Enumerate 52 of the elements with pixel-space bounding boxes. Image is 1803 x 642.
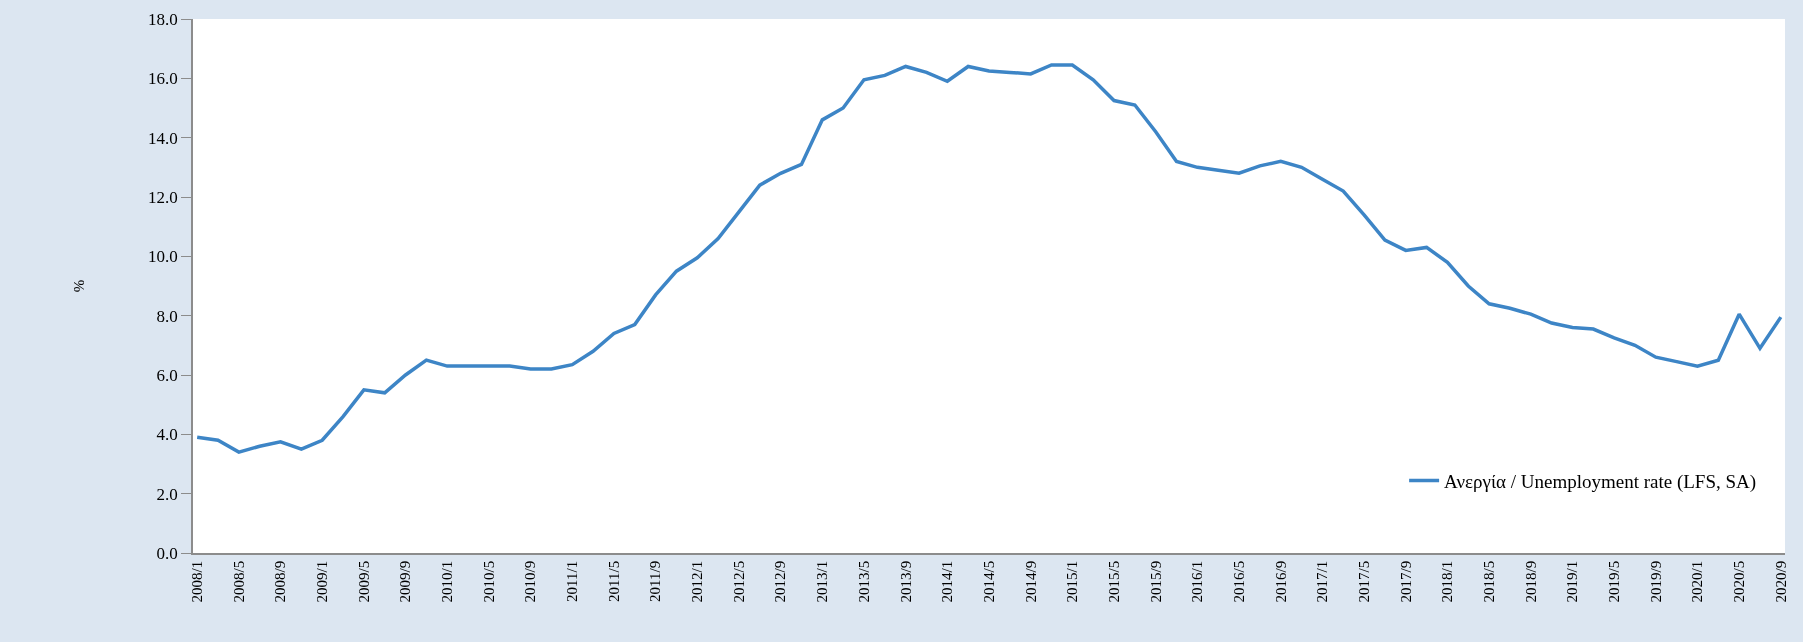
y-tick-label: 12.0 <box>148 187 178 207</box>
x-tick-label: 2014/9 <box>1022 560 1039 603</box>
x-tick-label: 2020/9 <box>1772 560 1789 603</box>
x-tick-label: 2018/1 <box>1439 560 1456 603</box>
legend-label: Ανεργία / Unemployment rate (LFS, SA) <box>1444 470 1757 493</box>
x-tick-label: 2013/1 <box>814 560 831 603</box>
y-tick-label: 0.0 <box>156 543 178 563</box>
x-tick-label: 2015/9 <box>1147 560 1164 603</box>
x-tick-label: 2017/1 <box>1314 560 1331 603</box>
y-axis-title: % <box>70 279 87 293</box>
x-tick-label: 2017/9 <box>1397 560 1414 603</box>
x-tick-label: 2015/5 <box>1105 560 1122 603</box>
x-tick-label: 2019/9 <box>1647 560 1664 603</box>
x-tick-label: 2008/9 <box>272 560 289 603</box>
x-tick-label: 2016/5 <box>1230 560 1247 603</box>
y-tick-label: 14.0 <box>148 128 178 148</box>
x-tick-label: 2015/1 <box>1064 560 1081 603</box>
x-tick-label: 2011/5 <box>605 560 622 602</box>
y-tick-label: 6.0 <box>156 365 178 385</box>
y-tick-label: 16.0 <box>148 69 178 89</box>
x-tick-label: 2011/9 <box>647 560 664 602</box>
x-tick-label: 2008/1 <box>189 560 206 603</box>
y-tick-label: 18.0 <box>148 9 178 29</box>
x-tick-label: 2009/1 <box>314 560 331 603</box>
x-tick-label: 2013/9 <box>897 560 914 603</box>
y-tick-label: 8.0 <box>156 306 178 326</box>
x-tick-label: 2012/9 <box>772 560 789 603</box>
x-tick-label: 2012/5 <box>730 560 747 603</box>
y-tick-label: 4.0 <box>156 425 178 445</box>
x-tick-label: 2008/5 <box>230 560 247 603</box>
x-tick-label: 2012/1 <box>689 560 706 603</box>
x-tick-label: 2016/9 <box>1272 560 1289 603</box>
y-tick-label: 2.0 <box>156 484 178 504</box>
x-tick-label: 2018/9 <box>1522 560 1539 603</box>
x-tick-label: 2009/5 <box>355 560 372 603</box>
x-tick-label: 2013/5 <box>855 560 872 603</box>
x-tick-label: 2019/5 <box>1606 560 1623 603</box>
line-series <box>195 63 1783 454</box>
x-tick-label: 2020/5 <box>1731 560 1748 603</box>
y-tick-label: 10.0 <box>148 247 178 267</box>
x-tick-label: 2017/5 <box>1355 560 1372 603</box>
x-tick-label: 2011/1 <box>564 560 581 602</box>
x-tick-label: 2014/1 <box>939 560 956 603</box>
x-tick-label: 2009/9 <box>397 560 414 603</box>
x-tick-label: 2019/1 <box>1564 560 1581 603</box>
x-tick-label: 2018/5 <box>1480 560 1497 603</box>
x-tick-label: 2010/5 <box>480 560 497 603</box>
x-tick-label: 2020/1 <box>1689 560 1706 603</box>
x-tick-label: 2014/5 <box>980 560 997 603</box>
x-tick-label: 2016/1 <box>1189 560 1206 603</box>
x-tick-label: 2010/9 <box>522 560 539 603</box>
x-tick-label: 2010/1 <box>439 560 456 603</box>
